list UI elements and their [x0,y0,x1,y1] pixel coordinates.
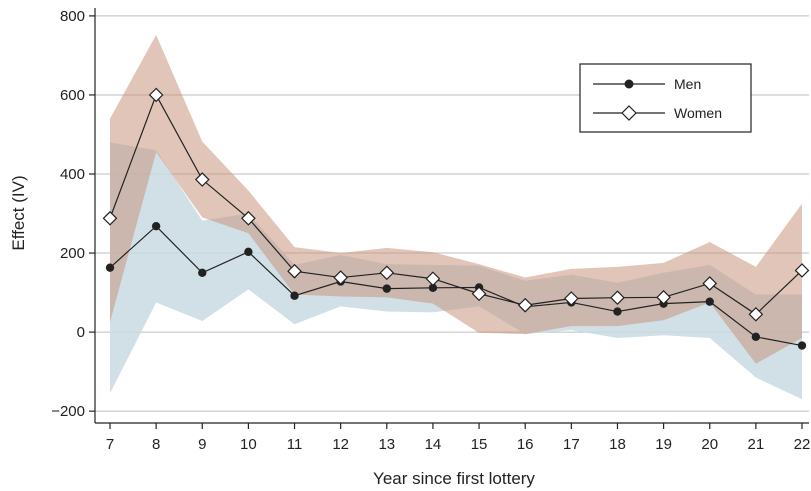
x-tick-label: 16 [517,436,534,453]
x-tick-label: 8 [152,436,160,453]
legend-box [579,63,752,133]
y-tick-label: 600 [60,87,85,104]
series-markers [102,87,810,350]
data-point-women [379,265,395,281]
legend-women-label: Women [674,105,722,121]
data-point-men [428,283,438,293]
x-tick-label: 21 [748,436,765,453]
data-point-women [287,263,302,279]
data-point-men [290,291,299,300]
legend-men-marker [624,79,634,89]
data-point-men [382,284,391,293]
x-tick-label: 11 [287,436,303,453]
x-tick-label: 20 [701,436,718,453]
y-tick-label: 200 [60,245,85,262]
y-tick-label: 400 [60,166,85,183]
x-tick-label: 13 [378,436,395,453]
data-point-men [198,268,207,278]
data-point-women [333,270,349,285]
data-point-men [151,221,161,231]
legend-men-label: Men [674,76,701,92]
y-axis-title: Effect (IV) [9,175,28,250]
data-point-women [702,276,718,291]
x-tick-label: 15 [471,436,488,453]
data-point-women [425,271,441,287]
confidence-bands [110,34,802,400]
data-point-men [751,332,761,342]
x-tick-label: 12 [332,436,349,453]
data-point-women [241,210,256,226]
data-point-women [748,306,764,322]
confidence-band-women [110,34,802,364]
y-tick-label: −200 [51,403,85,420]
x-tick-label: 7 [106,436,114,453]
legend: Men Women [579,63,752,133]
data-point-men [797,341,807,350]
data-point-men [244,247,253,257]
data-point-women [471,286,487,302]
series-line-men [109,225,803,347]
x-tick-label: 19 [655,436,672,453]
x-axis-title: Year since first lottery [373,469,535,488]
data-point-women [794,263,810,278]
y-tick-label: 800 [60,8,85,25]
data-point-women [610,290,625,306]
data-point-women [102,210,118,226]
x-tick-label: 14 [425,436,442,453]
data-point-men [613,307,622,316]
data-point-women [517,297,533,313]
axes: −200 0 200 400 600 800 7 8 9 10 11 12 13 14 15 16 17 18 19… [51,8,810,453]
legend-women-marker [621,105,637,121]
x-tick-label: 10 [240,436,257,453]
series-lines [109,93,803,347]
series-line-women [109,93,803,316]
data-point-women [563,291,579,306]
data-point-men [105,263,115,272]
x-tick-label: 9 [198,436,206,453]
data-point-women [148,87,164,103]
y-tick-label: 0 [77,324,85,341]
x-tick-label: 22 [794,436,811,453]
x-tick-label: 18 [609,436,626,453]
data-point-women [194,172,210,187]
x-tick-label: 17 [563,436,580,453]
data-point-men [705,297,714,306]
data-point-women [656,289,671,305]
